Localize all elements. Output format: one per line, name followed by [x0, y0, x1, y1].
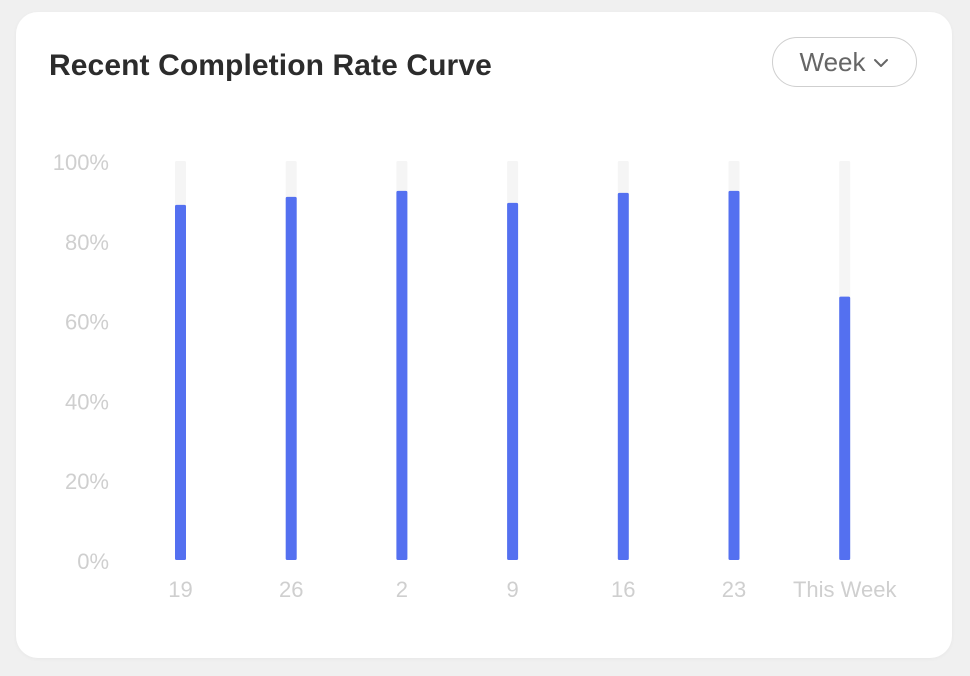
- x-tick-label: 26: [279, 577, 303, 602]
- y-tick-label: 0%: [77, 549, 109, 574]
- chevron-down-icon: [872, 56, 890, 68]
- x-tick-label: 2: [396, 577, 408, 602]
- x-tick-label: This Week: [793, 577, 898, 602]
- bar: [839, 296, 851, 560]
- bar: [728, 190, 740, 561]
- bar: [507, 202, 519, 560]
- y-tick-label: 60%: [65, 310, 109, 335]
- x-tick-label: 19: [168, 577, 192, 602]
- completion-rate-bar-chart: 0% 20% 40% 60% 80% 100% 19 26 2 9 16 23 This Week: [53, 150, 898, 602]
- x-tick-label: 23: [722, 577, 746, 602]
- y-tick-label: 80%: [65, 230, 109, 255]
- bar: [617, 192, 629, 561]
- y-tick-label: 40%: [65, 389, 109, 414]
- period-select[interactable]: Week: [772, 37, 917, 87]
- x-tick-label: 16: [611, 577, 635, 602]
- y-tick-label: 100%: [53, 150, 109, 175]
- x-tick-label: 9: [506, 577, 518, 602]
- card-title: Recent Completion Rate Curve: [49, 49, 492, 82]
- completion-rate-card: Recent Completion Rate Curve Week 0% 20% 4…: [16, 12, 952, 658]
- bar: [396, 190, 408, 561]
- period-select-value: Week: [799, 47, 866, 77]
- bar: [175, 204, 186, 560]
- y-tick-label: 20%: [65, 469, 109, 494]
- bar: [285, 196, 297, 560]
